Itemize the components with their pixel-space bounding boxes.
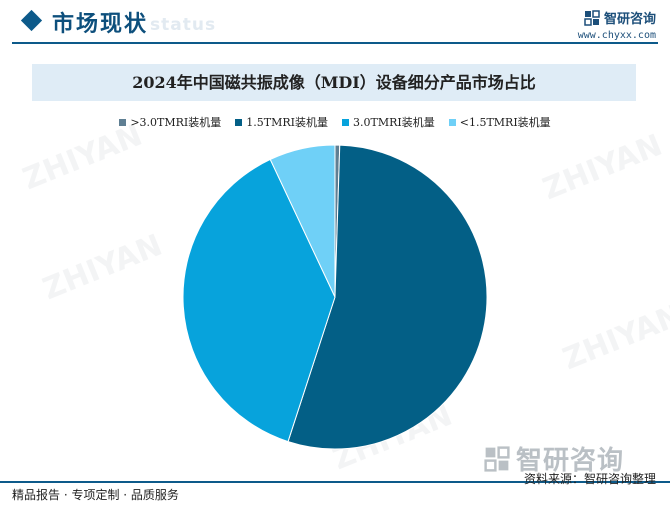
footer: 精品报告 · 专项定制 · 品质服务 资料来源：智研咨询整理 [0,472,670,505]
legend-item: >3.0TMRI装机量 [119,114,221,130]
legend-swatch [342,118,349,126]
section-title: 市场现状 [52,11,149,37]
legend-swatch [448,118,456,126]
legend-swatch [235,118,243,126]
brand-name: 智研咨询 [603,12,656,27]
legend-label: 3.0TMRI装机量 [353,116,435,129]
legend-swatch [119,118,127,126]
header-divider [12,42,658,44]
source-note: 资料来源：智研咨询整理 [523,472,656,486]
brand: 智研咨询 www.chyxx.com [578,8,656,41]
footer-divider [0,481,670,483]
brand-watermark: 智研咨询 [484,440,624,477]
brand-logo-icon [584,9,600,26]
brand-name-large: 智研咨询 [516,446,625,476]
brand-url: www.chyxx.com [577,30,656,41]
legend-label: >3.0TMRI装机量 [130,116,222,129]
chart-legend: >3.0TMRI装机量 1.5TMRI装机量 3.0TMRI装机量 <1.5TM… [0,114,670,130]
chart-title-box: 2024年中国磁共振成像（MDI）设备细分产品市场占比 [32,64,636,101]
legend-label: 1.5TMRI装机量 [246,116,328,129]
chart-title: 2024年中国磁共振成像（MDI）设备细分产品市场占比 [132,73,536,92]
pie-slice [182,158,336,443]
section-subtitle: status [150,15,217,35]
brand-logo-icon [484,445,510,472]
legend-label: <1.5TMRI装机量 [459,116,551,129]
header: 市场现状 status 智研咨询 www.chyxx.com [0,0,670,44]
footer-tagline: 精品报告 · 专项定制 · 品质服务 [12,488,179,502]
pie-slice [287,144,488,450]
legend-item: <1.5TMRI装机量 [448,114,551,130]
legend-item: 1.5TMRI装机量 [235,114,328,130]
pie-slice [269,144,336,298]
legend-item: 3.0TMRI装机量 [342,114,435,130]
